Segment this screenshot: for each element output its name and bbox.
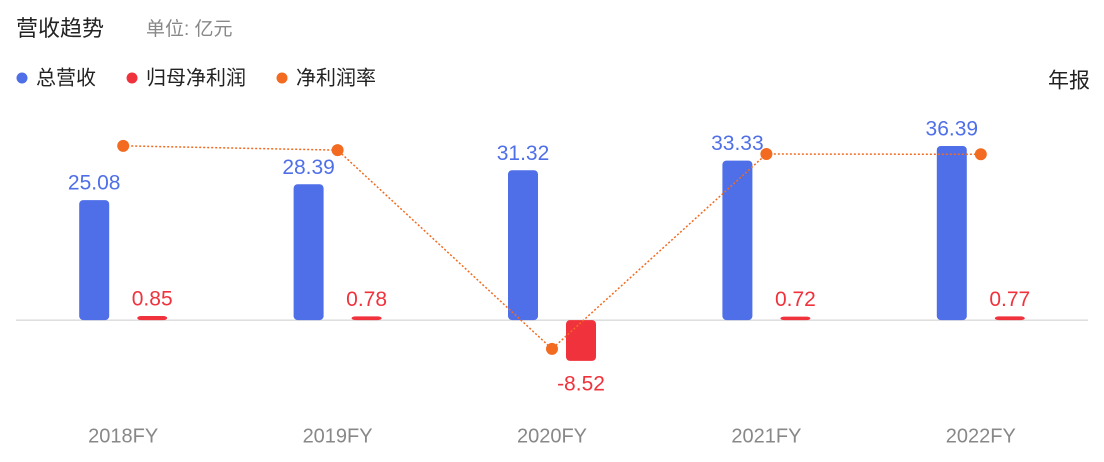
value-label: 0.78 <box>346 288 387 311</box>
legend-label: 归母净利润 <box>146 66 246 89</box>
line-point <box>331 144 344 157</box>
value-label: 0.77 <box>989 288 1030 311</box>
legend-swatch <box>16 72 28 84</box>
line-point <box>974 148 987 161</box>
value-label: 28.39 <box>282 156 335 179</box>
value-label: 33.33 <box>711 132 764 155</box>
x-tick-label: 2018FY <box>88 425 158 447</box>
line-point <box>546 342 558 355</box>
value-label: 0.72 <box>775 288 816 311</box>
x-tick-label: 2021FY <box>731 425 801 447</box>
bar <box>79 200 110 321</box>
line-point <box>117 139 130 152</box>
legend-label: 总营收 <box>36 66 96 89</box>
legend-swatch <box>126 72 138 84</box>
bar <box>351 316 382 321</box>
value-label: 36.39 <box>926 118 979 141</box>
line <box>123 145 981 350</box>
value-label: -8.52 <box>557 372 605 395</box>
legend-label: 净利润率 <box>296 66 376 89</box>
bar <box>137 316 168 321</box>
value-label: 31.32 <box>497 142 550 165</box>
value-label: 25.08 <box>68 172 121 195</box>
chart-title: 营收趋势 <box>16 16 104 41</box>
value-label: 0.85 <box>132 288 173 311</box>
bar <box>994 316 1025 321</box>
x-tick-label: 2022FY <box>946 425 1016 447</box>
bar <box>293 184 324 321</box>
legend-swatch <box>276 72 288 84</box>
bar <box>566 320 596 361</box>
period-label: 年报 <box>1048 70 1090 93</box>
chart-subtitle: 单位: 亿元 <box>146 18 233 40</box>
x-tick-label: 2020FY <box>517 425 587 447</box>
bar <box>936 145 967 321</box>
bar <box>508 170 538 321</box>
line-point <box>760 148 773 161</box>
bar <box>780 316 811 321</box>
x-tick-label: 2019FY <box>303 425 373 447</box>
bar <box>722 160 753 321</box>
